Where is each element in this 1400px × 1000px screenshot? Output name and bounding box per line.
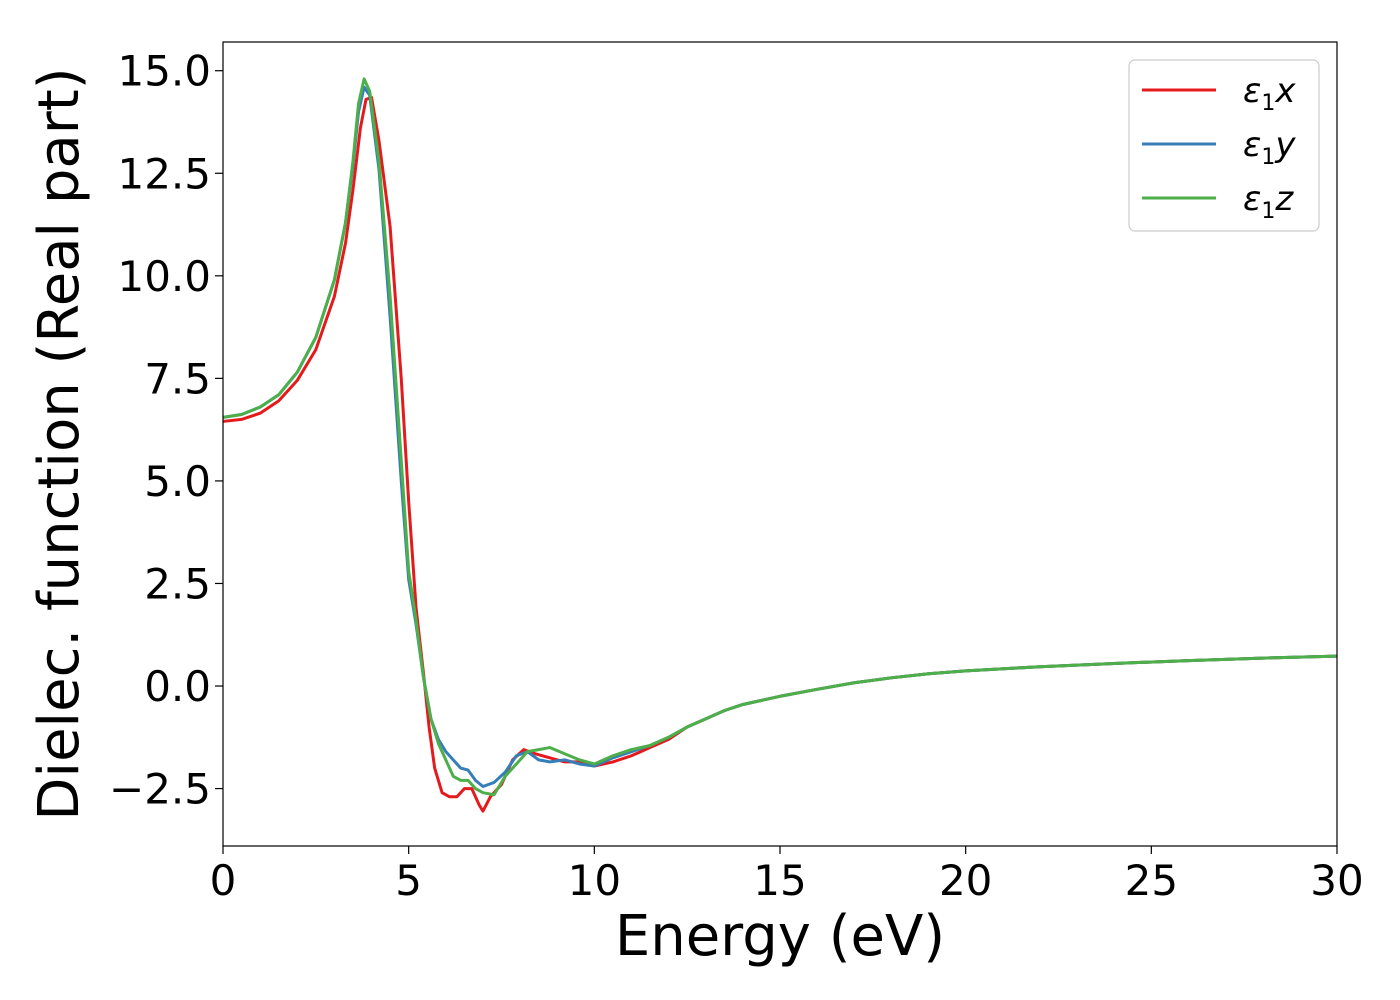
x-tick-label: 15 <box>753 856 806 905</box>
x-axis-label: Energy (eV) <box>615 904 945 969</box>
legend-label-y: ε1y <box>1243 125 1296 170</box>
legend: ε1x ε1y ε1z <box>1128 59 1320 232</box>
x-tick-label: 0 <box>210 856 237 905</box>
y-tick-label: −2.5 <box>109 765 211 814</box>
x-tick-label: 25 <box>1125 856 1178 905</box>
y-tick-label: 5.0 <box>144 457 211 506</box>
legend-box <box>1128 59 1320 232</box>
y-tick-label: 2.5 <box>144 559 211 608</box>
legend-label-x: ε1x <box>1243 71 1296 116</box>
series-line-z <box>222 77 1338 797</box>
x-tick-label: 5 <box>395 856 422 905</box>
y-tick-label: 0.0 <box>144 662 211 711</box>
legend-label-z: ε1z <box>1243 179 1294 224</box>
y-tick-label: 7.5 <box>144 354 211 403</box>
x-tick-label: 20 <box>939 856 992 905</box>
x-tick-label: 10 <box>568 856 621 905</box>
x-tick-label: 30 <box>1310 856 1363 905</box>
y-tick-label: 10.0 <box>117 252 211 301</box>
y-tick-label: 15.0 <box>117 47 211 96</box>
ticks-layer: 0 5 10 15 20 25 30 −2.5 0.0 2.5 5.0 7.5 10.0 12.5 15.0 <box>109 47 1364 905</box>
y-axis-label: Dielec. function (Real part) <box>27 67 92 820</box>
series-layer <box>222 77 1338 813</box>
y-tick-label: 12.5 <box>117 149 211 198</box>
